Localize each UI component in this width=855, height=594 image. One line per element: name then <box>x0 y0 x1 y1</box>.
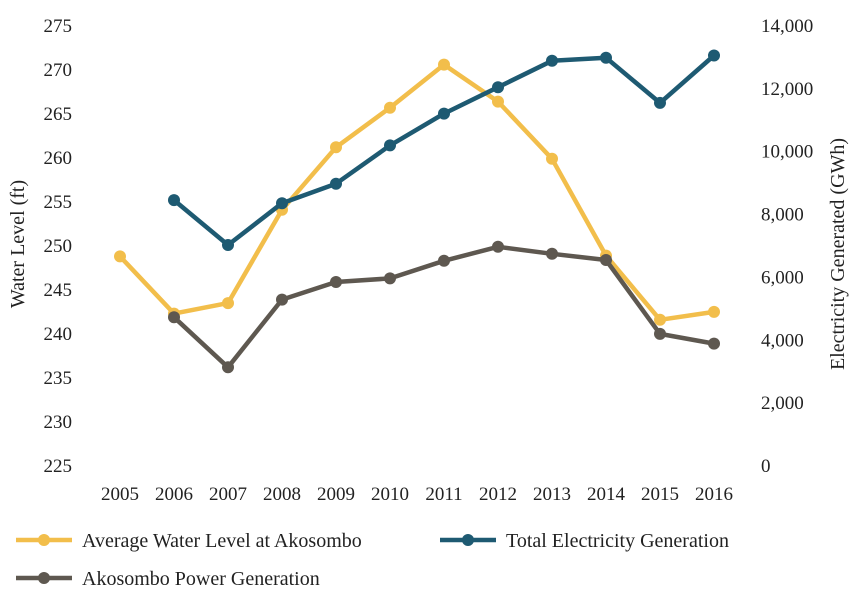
x-axis-ticks: 2005 2006 2007 2008 2009 2010 2011 2012 2013 2014… <box>101 484 733 505</box>
data-point <box>276 293 288 306</box>
right-tick-label: 2,000 <box>761 393 804 414</box>
x-tick-label: 2010 <box>371 484 409 505</box>
data-point <box>384 139 396 152</box>
data-point <box>546 247 558 260</box>
left-tick-label: 270 <box>44 60 73 81</box>
data-point <box>330 177 342 190</box>
data-point <box>114 250 126 263</box>
left-tick-label: 255 <box>44 192 73 213</box>
data-point <box>600 254 612 266</box>
data-point <box>600 51 612 64</box>
x-tick-label: 2014 <box>587 484 626 505</box>
data-point <box>438 58 450 71</box>
data-point <box>384 101 396 114</box>
data-point <box>708 305 720 318</box>
right-tick-label: 14,000 <box>761 16 813 37</box>
left-tick-label: 240 <box>44 324 73 345</box>
legend-marker-water-level <box>38 534 50 546</box>
left-axis-title: Water Level (ft) <box>7 180 29 308</box>
legend-marker-total-electricity <box>462 534 474 546</box>
data-point <box>276 197 288 210</box>
data-point <box>168 311 180 324</box>
data-point <box>492 95 504 108</box>
data-point <box>654 327 666 340</box>
series-0 <box>114 58 720 326</box>
right-axis-title: Electricity Generated (GWh) <box>827 138 849 370</box>
left-axis-ticks: 225 230 235 240 245 250 255 260 265 270 275 <box>44 16 73 477</box>
x-tick-label: 2012 <box>479 484 517 505</box>
data-point <box>708 49 720 62</box>
series-line <box>171 53 717 248</box>
left-tick-label: 245 <box>44 280 73 301</box>
legend-item-total-electricity: Total Electricity Generation <box>440 530 729 552</box>
left-tick-label: 230 <box>44 412 73 433</box>
left-tick-label: 275 <box>44 16 73 37</box>
x-tick-label: 2005 <box>101 484 139 505</box>
x-tick-label: 2007 <box>209 484 247 505</box>
left-tick-label: 225 <box>44 456 73 477</box>
x-tick-label: 2011 <box>425 484 462 505</box>
left-tick-label: 250 <box>44 236 73 257</box>
data-point <box>168 194 180 207</box>
right-axis-ticks: 0 2,000 4,000 6,000 8,000 10,000 12,000 14,000 <box>761 16 813 477</box>
data-point <box>222 361 234 374</box>
right-tick-label: 0 <box>761 456 771 477</box>
x-tick-label: 2006 <box>155 484 193 505</box>
series-1 <box>168 49 720 251</box>
series-layer <box>114 49 720 374</box>
data-point <box>330 141 342 154</box>
legend-label-akosombo-power: Akosombo Power Generation <box>82 568 320 589</box>
data-point <box>546 54 558 67</box>
data-point <box>222 297 234 310</box>
x-tick-label: 2016 <box>695 484 733 505</box>
legend-item-akosombo-power: Akosombo Power Generation <box>16 568 320 590</box>
data-point <box>492 81 504 94</box>
left-tick-label: 265 <box>44 104 73 125</box>
legend-item-water-level: Average Water Level at Akosombo <box>16 530 362 552</box>
series-line <box>117 62 717 323</box>
x-tick-label: 2013 <box>533 484 571 505</box>
right-tick-label: 4,000 <box>761 330 804 351</box>
data-point <box>654 96 666 109</box>
x-tick-label: 2008 <box>263 484 301 505</box>
data-point <box>330 276 342 288</box>
left-tick-label: 235 <box>44 368 73 389</box>
data-point <box>708 337 720 350</box>
data-point <box>438 107 450 120</box>
data-point <box>438 254 450 267</box>
x-tick-label: 2009 <box>317 484 355 505</box>
data-point <box>546 152 558 165</box>
data-point <box>222 239 234 251</box>
legend-marker-akosombo-power <box>38 572 50 584</box>
legend-label-water-level: Average Water Level at Akosombo <box>82 530 362 552</box>
legend-label-total-electricity: Total Electricity Generation <box>506 530 729 552</box>
series-2 <box>168 240 720 374</box>
legend: Average Water Level at Akosombo Total El… <box>16 530 729 590</box>
data-point <box>654 313 666 326</box>
data-point <box>384 272 396 285</box>
right-tick-label: 12,000 <box>761 79 813 100</box>
right-tick-label: 8,000 <box>761 205 804 226</box>
x-tick-label: 2015 <box>641 484 679 505</box>
right-tick-label: 10,000 <box>761 142 813 163</box>
data-point <box>492 240 504 253</box>
right-tick-label: 6,000 <box>761 267 804 288</box>
left-tick-label: 260 <box>44 148 73 169</box>
